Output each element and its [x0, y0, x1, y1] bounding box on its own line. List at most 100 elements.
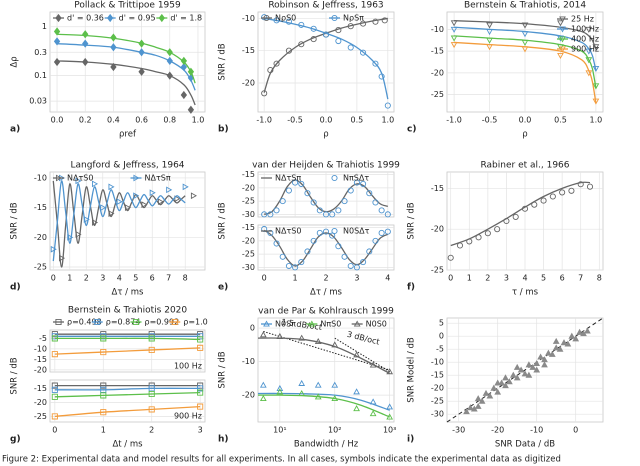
marker [108, 183, 115, 191]
marker [537, 353, 544, 360]
y-tick-label: -20 [34, 365, 47, 374]
y-tick-label: -20 [431, 225, 444, 234]
marker [197, 336, 204, 343]
legend-label: 900 Hz [571, 45, 599, 54]
y-tick-label: -20 [242, 391, 255, 400]
y-tick-label: -20 [34, 398, 47, 407]
marker [486, 29, 493, 36]
marker [51, 413, 58, 420]
marker [552, 344, 560, 351]
marker [478, 397, 486, 404]
marker [182, 183, 189, 191]
panel-label: f) [407, 283, 415, 293]
marker [259, 331, 267, 338]
legend-label: d' = 1.8 [170, 14, 202, 23]
y-tick-label: -20 [431, 384, 444, 393]
x-tick-label: 0.8 [163, 116, 176, 125]
marker [486, 44, 493, 51]
caption: Figure 2: Experimental data and model re… [2, 455, 561, 465]
marker [55, 174, 63, 182]
marker [314, 393, 322, 400]
x-tick-label: -0.5 [287, 116, 303, 125]
marker [450, 42, 458, 49]
marker [304, 248, 311, 255]
marker [592, 83, 600, 90]
marker [592, 44, 600, 51]
marker [166, 71, 173, 80]
x-tick-label: 3 [100, 274, 105, 283]
legend-label: N0S0 [366, 320, 387, 329]
marker [560, 339, 568, 346]
y-tick-label: -15 [431, 184, 444, 193]
marker [298, 259, 305, 266]
marker [273, 207, 280, 214]
marker [463, 408, 470, 415]
x-tick-label: 4 [522, 274, 527, 283]
x-tick-label: 0.0 [320, 116, 333, 125]
x-tick-label: 3 [504, 274, 509, 283]
x-tick-label: 0 [52, 426, 57, 435]
panel-label: h) [218, 435, 229, 445]
marker [381, 17, 388, 24]
x-tick-label: 0 [262, 274, 267, 283]
y-tick-label: -25 [431, 266, 444, 275]
marker [276, 384, 284, 391]
marker [548, 350, 556, 357]
marker [50, 245, 57, 253]
x-tick-label: -30 [452, 426, 465, 435]
marker [531, 201, 538, 208]
chart-title: Langford & Jeffress, 1964 [70, 161, 184, 171]
marker [592, 65, 600, 73]
legend-label: N0SΔτ [343, 227, 370, 236]
marker [51, 393, 58, 400]
marker [475, 234, 482, 241]
marker [133, 174, 140, 182]
marker [285, 18, 292, 25]
marker [267, 211, 274, 218]
marker [261, 90, 268, 97]
panel-label: b) [218, 125, 229, 135]
marker [180, 90, 188, 100]
x-tick-label: 3 [198, 426, 203, 435]
x-tick-label: 4 [385, 274, 390, 283]
marker [494, 388, 502, 395]
marker [82, 39, 89, 48]
y-tick-label: -10 [242, 14, 255, 23]
x-axis-label: SNR Data / dB [495, 440, 555, 450]
y-tick-label: 1 [42, 22, 47, 31]
legend-label: NρSπ [343, 14, 364, 23]
marker [386, 403, 394, 410]
marker [568, 332, 576, 339]
marker [110, 43, 117, 52]
y-axis-label: Δρ [10, 56, 20, 67]
marker [331, 381, 339, 388]
marker [110, 33, 117, 42]
marker [197, 403, 204, 410]
marker [304, 190, 311, 197]
y-tick-label: -25 [431, 90, 444, 99]
marker [267, 67, 274, 74]
model-line [263, 17, 388, 93]
y-axis-label: SNR / dB [10, 202, 20, 239]
marker [447, 254, 454, 261]
panel-label: g) [10, 435, 21, 445]
marker [308, 320, 316, 327]
model-line [57, 60, 196, 106]
x-tick-label: -1.0 [256, 116, 272, 125]
marker [353, 388, 360, 395]
x-tick-label: 1.0 [381, 116, 394, 125]
x-tick-label: 0.4 [107, 116, 120, 125]
marker [285, 262, 292, 270]
marker [273, 60, 280, 67]
x-tick-label: 10¹ [273, 426, 286, 435]
marker [110, 62, 117, 72]
marker [521, 205, 529, 212]
x-axis-label: Δτ / ms [112, 288, 144, 298]
model-line [257, 394, 390, 418]
marker [276, 332, 284, 339]
model-line [264, 17, 389, 100]
marker [585, 26, 593, 33]
x-tick-label: 1 [101, 426, 106, 435]
